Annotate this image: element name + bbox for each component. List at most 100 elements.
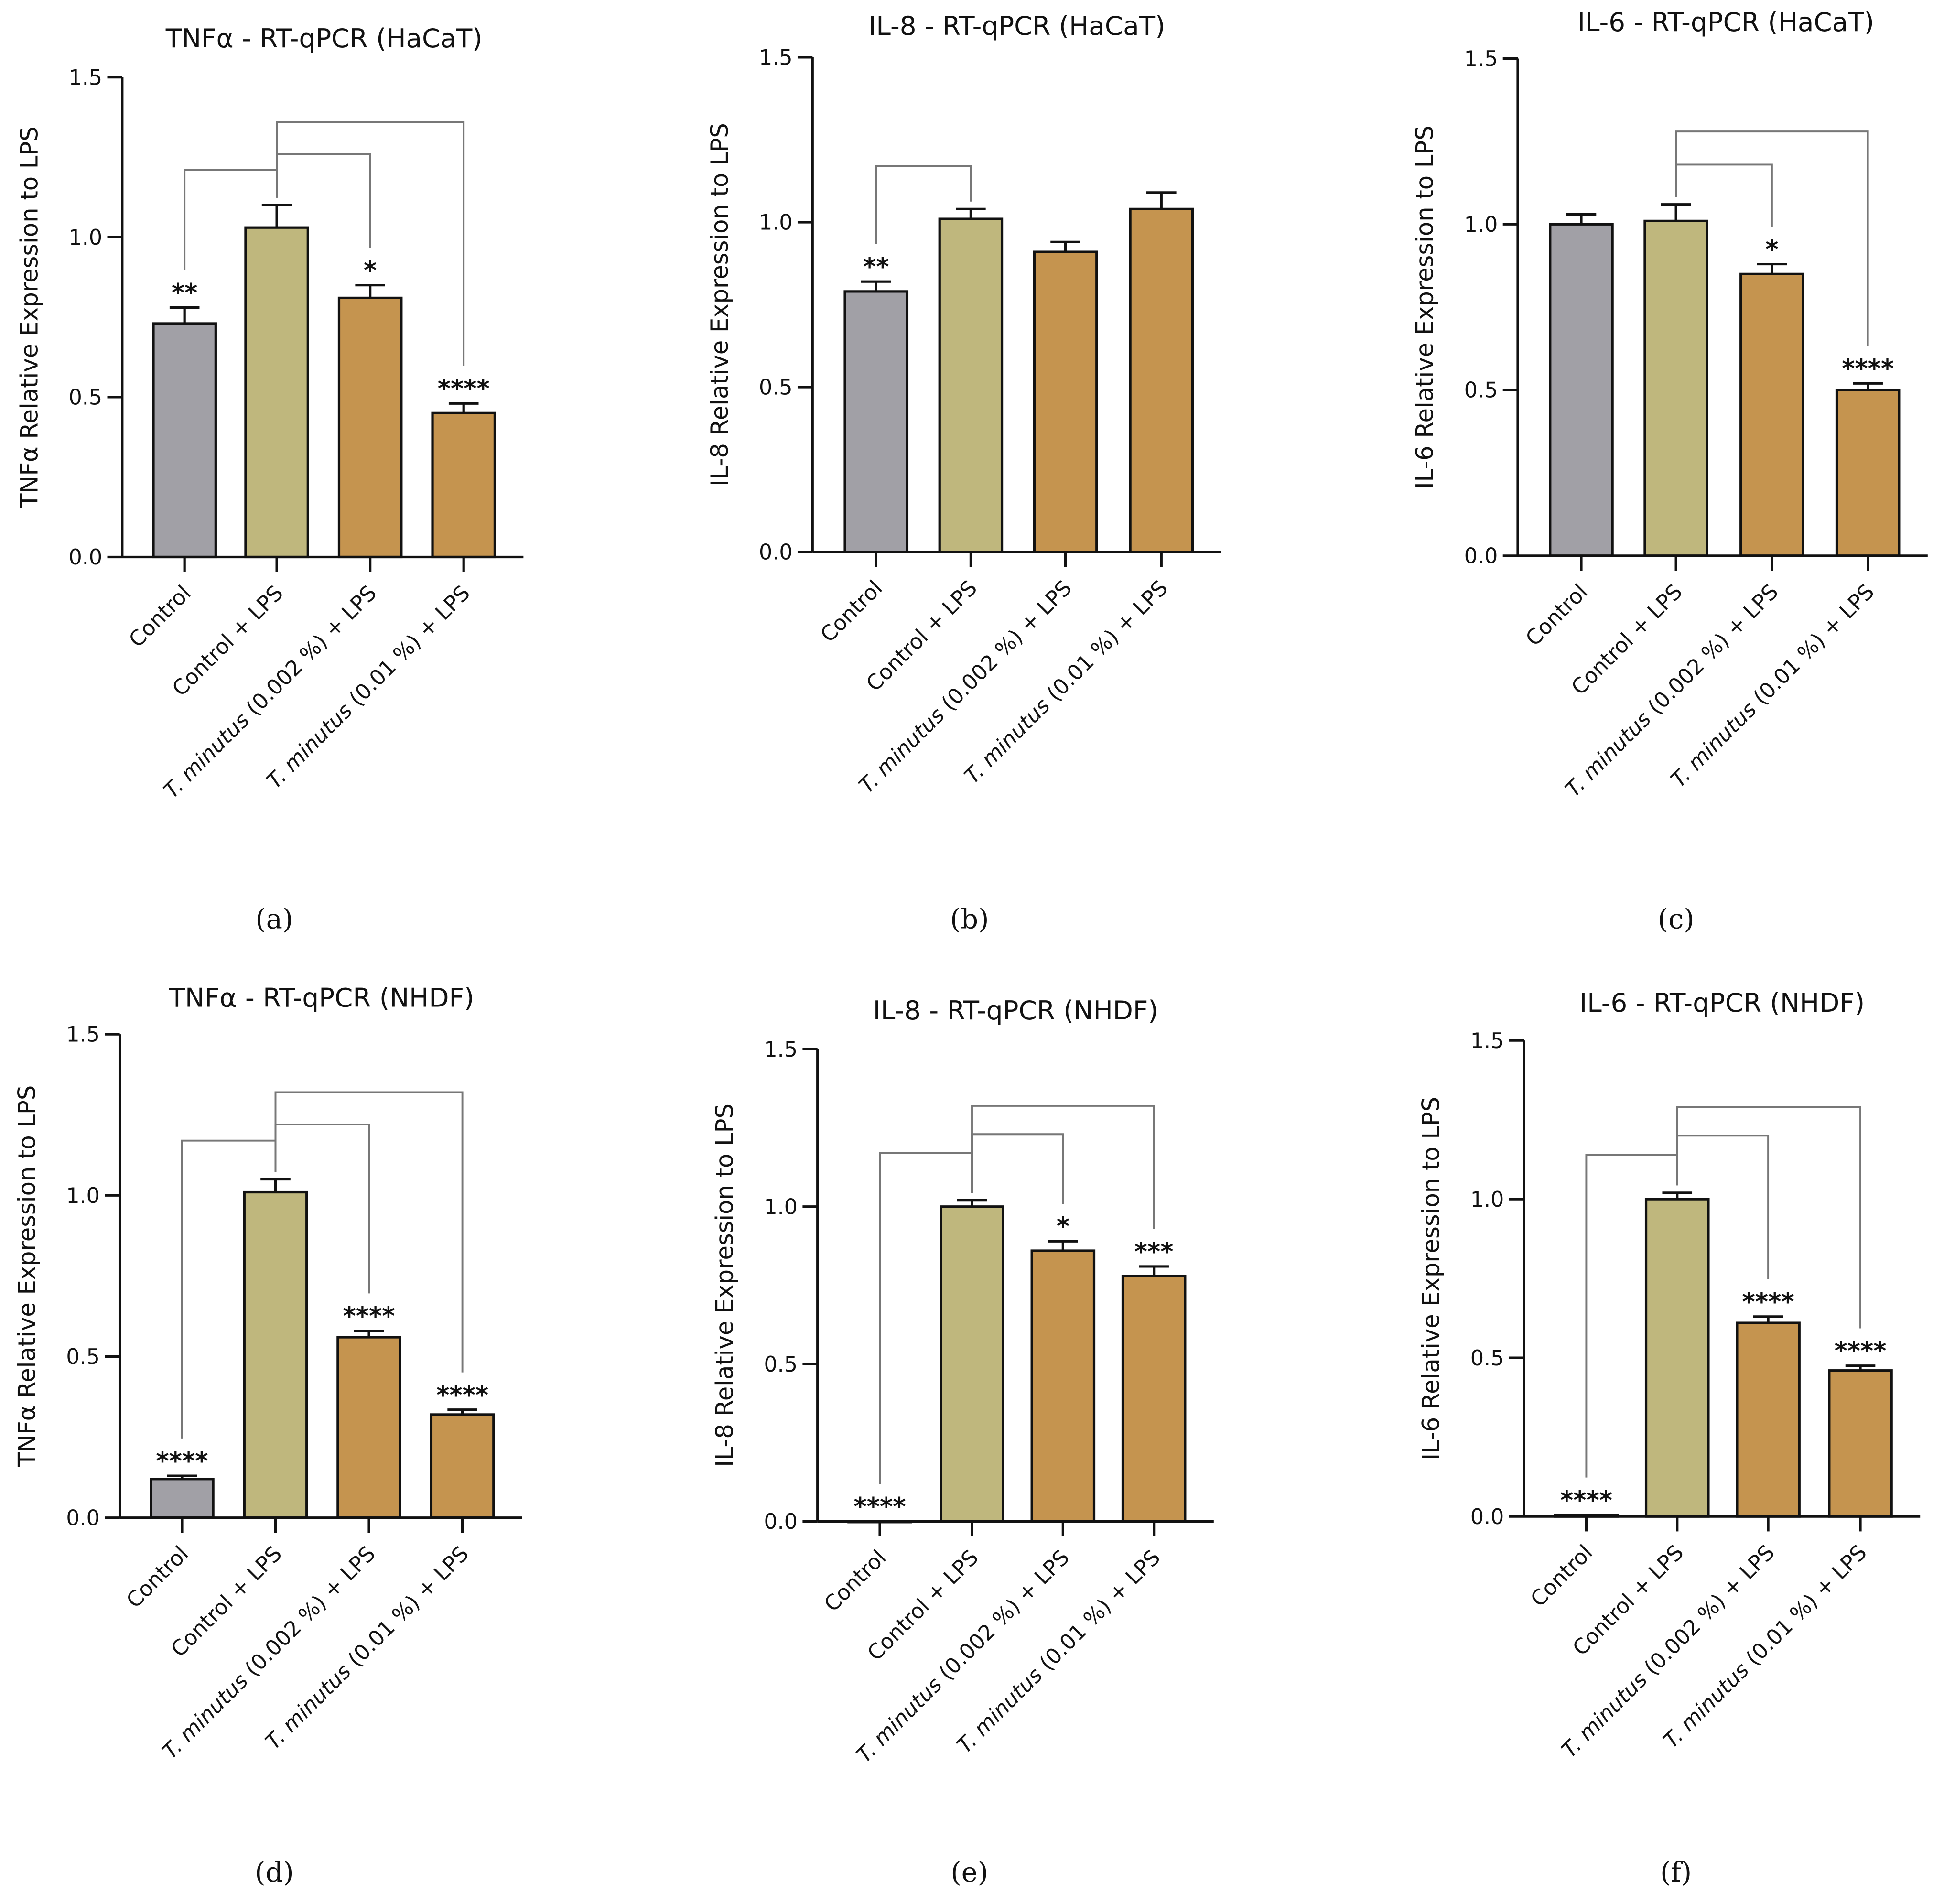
chart-panel: TNFα - RT-qPCR (HaCaT) TNFα Relative Expr… [16,23,524,935]
y-tick-label: 1.5 [66,1023,99,1047]
italic-species-name: T. minutus [854,703,950,798]
x-tick-label: Control [122,1542,193,1613]
y-tick-label: 0.5 [759,376,792,400]
significance-label: ** [172,279,198,307]
bar [431,411,496,559]
italic-species-name: T. minutus [1659,1658,1754,1753]
significance-label: **** [1835,1337,1887,1366]
y-tick-label: 0.0 [1464,544,1498,569]
x-tick-label: T. minutus (0.01 %) + LPS [262,581,475,793]
bar [1030,1249,1096,1523]
panel-label: (d) [255,1856,293,1888]
y-tick-label: 1.0 [66,1184,99,1208]
y-tick-label: 1.5 [1470,1029,1504,1053]
y-tick-label: 1.5 [759,46,792,70]
x-tick-label: T. minutus (0.01 %) + LPS [960,576,1173,789]
bar [152,322,217,559]
italic-species-name: T. minutus [1561,707,1656,802]
significance-bracket [1675,163,1773,227]
y-tick-label: 1.0 [764,1195,797,1219]
bar [243,1190,308,1519]
panel-label: (c) [1658,903,1695,935]
chart-panel: TNFα - RT-qPCR (NHDF) TNFα Relative Expre… [13,983,522,1888]
bar [336,1336,401,1519]
significance-label: *** [1134,1238,1174,1266]
y-tick-label: 1.0 [1464,213,1498,237]
bar [843,290,909,553]
bar [938,217,1004,553]
significance-label: **** [343,1302,395,1331]
y-tick-label: 0.0 [66,1506,99,1530]
x-tick-label: Control [1521,580,1592,651]
chart-panel: IL-6 - RT-qPCR (HaCaT) IL-6 Relative Expr… [1411,7,1928,935]
bar [1643,219,1708,557]
bar [150,1478,215,1519]
italic-species-name: T. minutus [960,693,1055,789]
y-axis-label: TNFα Relative Expression to LPS [16,126,43,508]
y-tick-label: 1.0 [759,211,792,235]
y-tick-label: 0.5 [66,1345,99,1369]
x-tick-label: T. minutus (0.01 %) + LPS [1659,1540,1871,1753]
y-tick-label: 0.5 [69,386,102,410]
y-tick-label: 0.0 [69,545,102,570]
significance-label: **** [438,375,490,403]
italic-species-name: T. minutus [261,1659,356,1754]
y-tick-label: 1.5 [1464,47,1498,71]
significance-label: ** [863,253,889,281]
y-axis-label: IL-8 Relative Expression to LPS [706,123,734,487]
significance-label: **** [854,1493,906,1522]
chart-title: IL-8 - RT-qPCR (NHDF) [873,995,1158,1026]
y-tick-label: 0.5 [1464,379,1498,403]
y-tick-label: 0.5 [764,1352,797,1377]
significance-label: * [364,257,377,285]
chart-title: TNFα - RT-qPCR (NHDF) [169,983,475,1013]
italic-species-name: T. minutus [158,1669,253,1764]
y-tick-label: 1.5 [69,65,102,90]
bar [430,1413,495,1519]
bar [1129,207,1194,553]
significance-bracket [971,1133,1064,1204]
significance-label: **** [1742,1288,1794,1317]
italic-species-name: T. minutus [159,708,254,803]
y-tick-label: 0.0 [1470,1505,1504,1529]
bar [1828,1369,1893,1518]
y-tick-label: 1.0 [69,226,102,250]
panel-label: (e) [950,1856,988,1888]
chart-title: TNFα - RT-qPCR (HaCaT) [165,23,483,54]
x-tick-label: Control [124,581,195,652]
significance-bracket [274,1091,464,1373]
significance-bracket [1676,1106,1861,1329]
chart-panel: IL-8 - RT-qPCR (HaCaT) IL-8 Relative Expr… [706,11,1221,935]
chart-panel: IL-6 - RT-qPCR (NHDF) IL-6 Relative Expre… [1417,987,1921,1888]
italic-species-name: T. minutus [1666,697,1761,792]
chart-panel: IL-8 - RT-qPCR (NHDF) IL-8 Relative Expre… [711,995,1214,1888]
significance-label: **** [1842,355,1894,383]
chart-title: IL-8 - RT-qPCR (HaCaT) [868,11,1165,41]
x-tick-label: Control [816,576,887,647]
y-axis-label: IL-6 Relative Expression to LPS [1417,1097,1445,1460]
significance-bracket [875,165,972,244]
chart-title: IL-6 - RT-qPCR (HaCaT) [1577,7,1874,37]
bar [1739,272,1804,557]
bar [1644,1198,1710,1518]
y-tick-label: 1.0 [1470,1188,1504,1212]
bar [1736,1321,1801,1518]
significance-label: * [1057,1212,1069,1241]
y-tick-label: 0.0 [764,1510,797,1534]
significance-label: * [1765,236,1778,264]
significance-label: **** [156,1447,208,1476]
bar [1835,389,1901,557]
x-tick-label: Control [820,1545,891,1616]
x-tick-label: Control [1526,1540,1598,1612]
y-axis-label: TNFα Relative Expression to LPS [13,1085,41,1467]
panel-label: (f) [1660,1856,1692,1888]
panel-label: (a) [255,903,293,935]
y-axis-label: IL-6 Relative Expression to LPS [1411,125,1439,489]
bar [1033,250,1098,553]
chart-title: IL-6 - RT-qPCR (NHDF) [1579,987,1865,1018]
y-tick-label: 1.5 [764,1038,797,1062]
significance-bracket [971,1104,1155,1229]
italic-species-name: T. minutus [852,1673,947,1768]
y-tick-label: 0.5 [1470,1346,1504,1371]
significance-bracket [276,121,465,367]
